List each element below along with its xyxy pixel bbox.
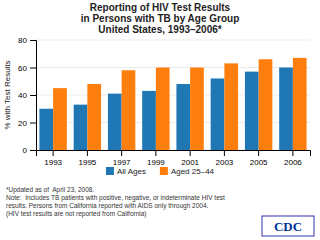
bars bbox=[39, 58, 306, 150]
tick-label: 1993 bbox=[44, 158, 62, 167]
tick: 1995 bbox=[78, 150, 96, 167]
tick-mark bbox=[190, 150, 191, 156]
tick-mark bbox=[30, 95, 36, 96]
bar bbox=[245, 72, 259, 150]
axis-line bbox=[37, 151, 311, 157]
tick-mark bbox=[224, 150, 225, 156]
axis-title: % with Test Results bbox=[3, 60, 12, 129]
grid bbox=[36, 40, 310, 150]
tick-label: 1999 bbox=[147, 158, 165, 167]
axis-line bbox=[30, 41, 37, 151]
bar bbox=[279, 68, 293, 151]
title: Reporting of HIV Test Results bbox=[90, 2, 231, 13]
tick-label: 2001 bbox=[181, 158, 199, 167]
tick-label: 0 bbox=[23, 146, 28, 155]
legend-item: All Ages bbox=[106, 167, 146, 176]
y-axis: 0 20 40 60 80 bbox=[18, 36, 36, 155]
bar bbox=[211, 79, 225, 151]
tick: 2006 bbox=[284, 150, 302, 167]
tick-mark bbox=[30, 68, 36, 69]
tick-mark bbox=[53, 150, 54, 156]
tick: 1999 bbox=[147, 150, 165, 167]
bar-series bbox=[39, 68, 292, 151]
tick-mark bbox=[30, 150, 36, 151]
tick-label: 20 bbox=[18, 119, 27, 128]
bar bbox=[190, 68, 204, 151]
bar bbox=[224, 63, 238, 150]
tick-label: 2005 bbox=[250, 158, 268, 167]
bar bbox=[53, 88, 67, 150]
legend-item: Aged 25–44 bbox=[160, 167, 215, 176]
tick: 1997 bbox=[113, 150, 131, 167]
bar bbox=[142, 91, 156, 150]
tick-label: 80 bbox=[18, 36, 27, 45]
bar-series bbox=[53, 58, 306, 150]
tick-label: 2006 bbox=[284, 158, 302, 167]
tick-mark bbox=[30, 123, 36, 124]
tick: 1993 bbox=[44, 150, 62, 167]
tick-label: 2003 bbox=[215, 158, 233, 167]
bar bbox=[108, 94, 122, 150]
logo-box bbox=[262, 216, 314, 236]
tick-label: 40 bbox=[18, 91, 27, 100]
bar bbox=[122, 70, 136, 150]
tick: 40 bbox=[18, 91, 36, 100]
tick: 2003 bbox=[215, 150, 233, 167]
annotation: CDC bbox=[274, 219, 302, 234]
legend-label: Aged 25–44 bbox=[171, 167, 215, 176]
legend-swatch bbox=[160, 167, 168, 175]
legend-label: All Ages bbox=[117, 167, 146, 176]
annotation: results. Persons from California reporte… bbox=[6, 202, 209, 210]
bar bbox=[74, 105, 88, 150]
tick: 60 bbox=[18, 64, 36, 73]
tick-label: 60 bbox=[18, 64, 27, 73]
legend-swatch bbox=[106, 167, 114, 175]
annotation: (HIV test results are not reported from … bbox=[6, 210, 147, 218]
tick-mark bbox=[292, 150, 293, 156]
plot: 1993 1995 1997 1999 2001 2003 2005 2006 0 20 40 60 8… bbox=[18, 36, 310, 167]
tick-mark bbox=[155, 150, 156, 156]
annotation: Note: Includes TB patients with positive… bbox=[6, 194, 225, 202]
grid-line bbox=[36, 40, 310, 41]
bar bbox=[176, 84, 190, 150]
tick: 2001 bbox=[181, 150, 199, 167]
bar bbox=[259, 59, 273, 150]
tick-mark bbox=[87, 150, 88, 156]
tick-mark bbox=[258, 150, 259, 156]
tick: 0 bbox=[23, 146, 36, 155]
title: in Persons with TB by Age Group bbox=[81, 13, 240, 24]
legend: All Ages Aged 25–44 bbox=[106, 167, 215, 176]
tick-label: 1997 bbox=[113, 158, 131, 167]
annotation: *Updated as of April 23, 2008. bbox=[6, 186, 94, 194]
tick: 20 bbox=[18, 119, 36, 128]
bar bbox=[39, 109, 53, 150]
tick-label: 1995 bbox=[78, 158, 96, 167]
tick-mark bbox=[30, 40, 36, 41]
tick: 80 bbox=[18, 36, 36, 45]
tick: 2005 bbox=[250, 150, 268, 167]
tick-mark bbox=[121, 150, 122, 156]
title: United States, 1993–2006* bbox=[98, 24, 222, 35]
x-axis: 1993 1995 1997 1999 2001 2003 2005 2006 bbox=[37, 150, 311, 167]
bar bbox=[293, 58, 307, 150]
bar bbox=[156, 68, 170, 151]
bar bbox=[87, 84, 101, 150]
chart: Reporting of HIV Test Resultsin Persons … bbox=[0, 0, 320, 240]
